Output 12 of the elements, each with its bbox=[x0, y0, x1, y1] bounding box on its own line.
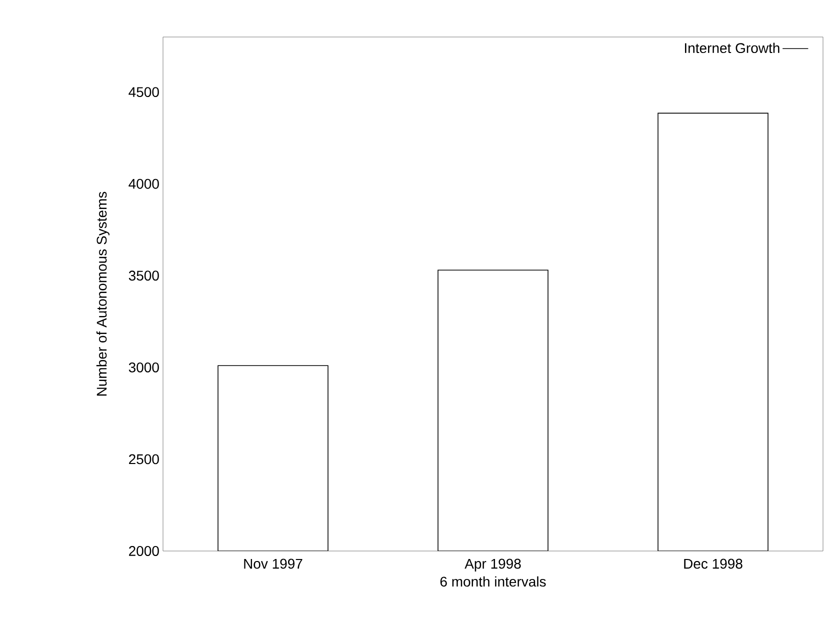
x-tick-label: Nov 1997 bbox=[244, 558, 302, 569]
y-tick-label: 2500 bbox=[129, 454, 159, 464]
y-tick-label: 3500 bbox=[128, 270, 159, 281]
x-axis-title: 6 month intervals bbox=[440, 576, 546, 587]
text: Internet Growth bbox=[684, 42, 780, 54]
x-tick-label: Apr 1998 bbox=[464, 558, 521, 572]
x-tick-label: Dec 1998 bbox=[684, 558, 742, 569]
y-tick-label: 2000 bbox=[129, 546, 159, 556]
y-axis-title: Number of Autonomous Systems bbox=[96, 192, 110, 396]
y-tick-label: 4500 bbox=[128, 87, 159, 98]
y-tick-label: 4000 bbox=[128, 178, 159, 189]
y-tick-label: 3000 bbox=[128, 362, 159, 372]
